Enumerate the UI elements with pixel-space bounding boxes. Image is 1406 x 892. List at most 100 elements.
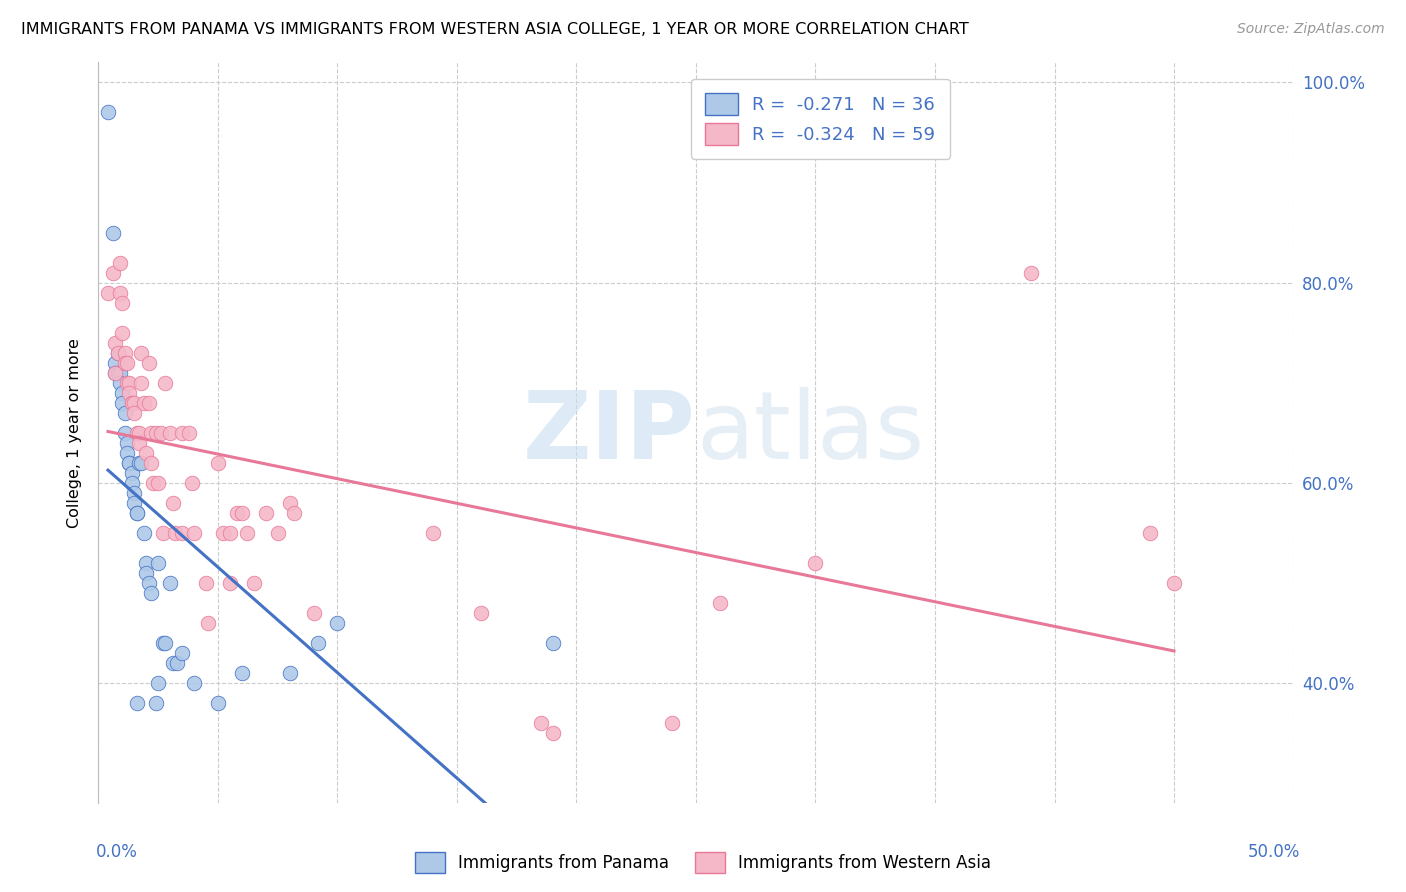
Point: [1139, 525, 1161, 540]
Point: [661, 715, 683, 730]
Point: [152, 636, 174, 650]
Point: [148, 475, 170, 490]
Point: [470, 606, 492, 620]
Point: [138, 575, 160, 590]
Point: [278, 665, 301, 680]
Point: [108, 255, 131, 269]
Point: [179, 425, 201, 440]
Point: [114, 425, 136, 440]
Point: [326, 615, 349, 630]
Point: [104, 355, 127, 369]
Legend: Immigrants from Panama, Immigrants from Western Asia: Immigrants from Panama, Immigrants from …: [409, 846, 997, 880]
Point: [111, 395, 134, 409]
Point: [152, 525, 174, 540]
Point: [283, 506, 305, 520]
Point: [108, 376, 131, 390]
Point: [183, 675, 205, 690]
Point: [124, 395, 146, 409]
Point: [108, 285, 131, 300]
Point: [128, 456, 150, 470]
Point: [1019, 266, 1042, 280]
Point: [139, 456, 162, 470]
Point: [135, 556, 157, 570]
Point: [530, 715, 553, 730]
Point: [219, 525, 242, 540]
Point: [172, 425, 194, 440]
Point: [231, 665, 253, 680]
Point: [101, 226, 124, 240]
Point: [159, 575, 181, 590]
Point: [709, 596, 731, 610]
Point: [207, 456, 229, 470]
Point: [107, 345, 129, 359]
Text: 0.0%: 0.0%: [96, 843, 138, 861]
Point: [121, 466, 143, 480]
Point: [114, 355, 136, 369]
Point: [267, 525, 290, 540]
Point: [166, 656, 188, 670]
Point: [128, 435, 150, 450]
Point: [226, 506, 249, 520]
Point: [118, 376, 141, 390]
Point: [107, 345, 129, 359]
Point: [1163, 575, 1185, 590]
Point: [211, 525, 233, 540]
Point: [145, 425, 167, 440]
Point: [254, 506, 277, 520]
Point: [135, 445, 157, 459]
Point: [101, 266, 124, 280]
Point: [125, 506, 148, 520]
Point: [97, 285, 120, 300]
Point: [235, 525, 257, 540]
Point: [115, 445, 138, 459]
Point: [307, 636, 329, 650]
Point: [115, 376, 138, 390]
Point: [111, 326, 134, 340]
Point: [138, 395, 160, 409]
Point: [243, 575, 266, 590]
Point: [124, 496, 146, 510]
Point: [114, 406, 136, 420]
Point: [139, 585, 162, 599]
Point: [114, 345, 136, 359]
Point: [104, 366, 127, 380]
Point: [131, 456, 153, 470]
Point: [197, 615, 219, 630]
Text: IMMIGRANTS FROM PANAMA VS IMMIGRANTS FROM WESTERN ASIA COLLEGE, 1 YEAR OR MORE C: IMMIGRANTS FROM PANAMA VS IMMIGRANTS FRO…: [21, 22, 969, 37]
Point: [172, 525, 194, 540]
Y-axis label: College, 1 year or more: College, 1 year or more: [67, 338, 83, 527]
Text: Source: ZipAtlas.com: Source: ZipAtlas.com: [1237, 22, 1385, 37]
Point: [124, 406, 146, 420]
Point: [231, 506, 253, 520]
Point: [111, 385, 134, 400]
Point: [121, 475, 143, 490]
Point: [172, 646, 194, 660]
Point: [142, 475, 165, 490]
Point: [115, 435, 138, 450]
Point: [219, 575, 242, 590]
Point: [97, 105, 120, 120]
Point: [138, 355, 160, 369]
Point: [125, 506, 148, 520]
Point: [162, 496, 184, 510]
Point: [155, 636, 177, 650]
Point: [118, 456, 141, 470]
Point: [139, 425, 162, 440]
Point: [149, 425, 172, 440]
Point: [207, 696, 229, 710]
Point: [118, 385, 141, 400]
Point: [159, 425, 181, 440]
Text: atlas: atlas: [696, 386, 924, 479]
Point: [804, 556, 827, 570]
Point: [131, 345, 153, 359]
Point: [145, 696, 167, 710]
Text: ZIP: ZIP: [523, 386, 696, 479]
Point: [195, 575, 218, 590]
Point: [278, 496, 301, 510]
Point: [148, 675, 170, 690]
Point: [125, 425, 148, 440]
Point: [132, 525, 155, 540]
Point: [132, 395, 155, 409]
Point: [155, 376, 177, 390]
Legend: R =  -0.271   N = 36, R =  -0.324   N = 59: R = -0.271 N = 36, R = -0.324 N = 59: [690, 78, 950, 159]
